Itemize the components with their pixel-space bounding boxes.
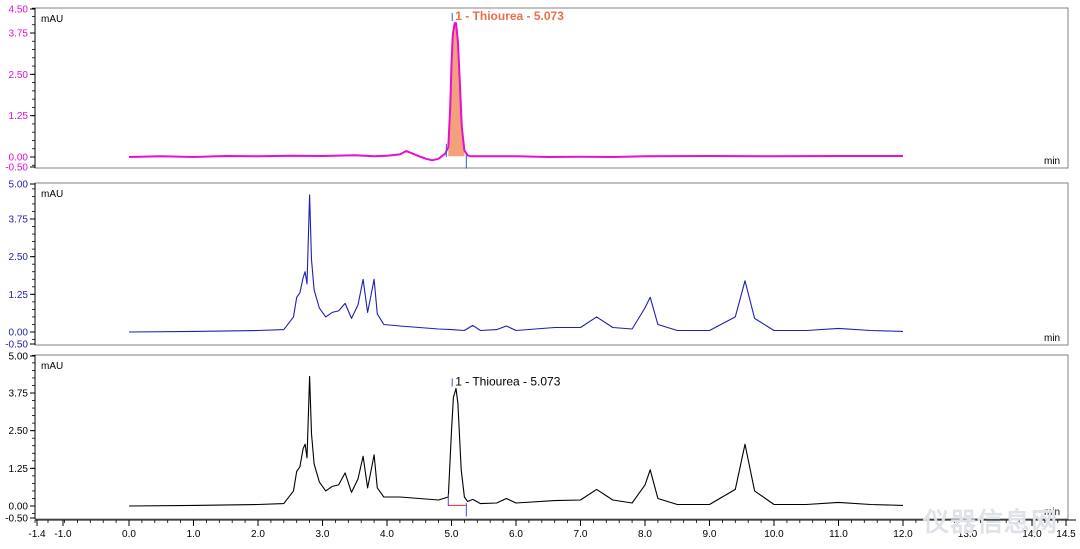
y-tick-label: 2.50 [9, 252, 29, 263]
y-tick-label: -0.50 [5, 514, 28, 525]
x-tick-label: 8.0 [638, 529, 652, 540]
y-tick-label: 4.50 [9, 5, 29, 16]
x-unit-label: min [1044, 333, 1060, 344]
x-tick-label: -1.0 [54, 529, 72, 540]
y-tick-label: 2.50 [9, 426, 29, 437]
x-tick-label: 4.0 [380, 529, 394, 540]
y-tick-label: 0.00 [9, 328, 29, 339]
x-unit-label: min [1044, 156, 1060, 167]
panel-frame [34, 7, 1069, 169]
trace-line-middle [128, 194, 904, 333]
x-tick-label: 3.0 [316, 529, 330, 540]
panel-bottom: 5.00 3.75 2.50 1.25 0.00-0.50 mAU min 1 - Thiou… [5, 352, 1069, 525]
x-tick-label: -1.4 [28, 529, 46, 540]
y-unit-label: mAU [41, 189, 63, 200]
x-tick-label: 6.0 [509, 529, 523, 540]
y-tick-label: 0.00 [9, 153, 29, 164]
y-tick-label: 3.75 [9, 215, 29, 226]
y-tick-label: 3.75 [9, 389, 29, 400]
y-tick-label: 2.50 [9, 70, 29, 81]
x-tick-label: 14.0 [1022, 529, 1042, 540]
x-tick-label: 0.0 [122, 529, 136, 540]
y-tick-label: 1.25 [9, 290, 29, 301]
panel-frame [34, 182, 1069, 346]
x-tick-label: 9.0 [703, 529, 717, 540]
x-tick-label: 12.0 [893, 529, 913, 540]
y-tick-label: 5.00 [9, 180, 29, 191]
trace-line-bottom [128, 375, 904, 507]
x-tick-label: 13.0 [958, 529, 978, 540]
y-tick-label: 1.25 [9, 464, 29, 475]
y-unit-label: mAU [41, 361, 63, 372]
y-tick-label: -0.50 [5, 163, 28, 174]
y-tick-label: -0.50 [5, 340, 28, 351]
x-tick-label: 14.5 [1056, 529, 1076, 540]
x-tick-label: 7.0 [574, 529, 588, 540]
x-tick-label: 2.0 [251, 529, 265, 540]
panel-top: 4.50 3.75 2.50 1.25 0.00-0.50 mAU min 1 - Thiou… [5, 5, 1069, 174]
y-unit-label: mAU [41, 14, 63, 25]
peak-label: 1 - Thiourea - 5.073 [455, 374, 561, 388]
y-tick-label: 5.00 [9, 352, 29, 363]
x-tick-label: 1.0 [187, 529, 201, 540]
trace-line-top [128, 22, 903, 162]
watermark-text: 仪器信息网 [922, 508, 1058, 538]
y-tick-label: 0.00 [9, 502, 29, 513]
x-tick-label: 5.0 [445, 529, 459, 540]
x-tick-label: 11.0 [829, 529, 848, 540]
peak-label: 1 - Thiourea - 5.073 [455, 9, 564, 23]
y-tick-label: 3.75 [9, 29, 29, 40]
x-tick-label: 10.0 [764, 529, 784, 540]
x-unit-label: min [1044, 507, 1060, 518]
y-tick-label: 1.25 [9, 111, 29, 122]
panel-middle: 5.00 3.75 2.50 1.25 0.00-0.50 mAU min [5, 180, 1069, 351]
